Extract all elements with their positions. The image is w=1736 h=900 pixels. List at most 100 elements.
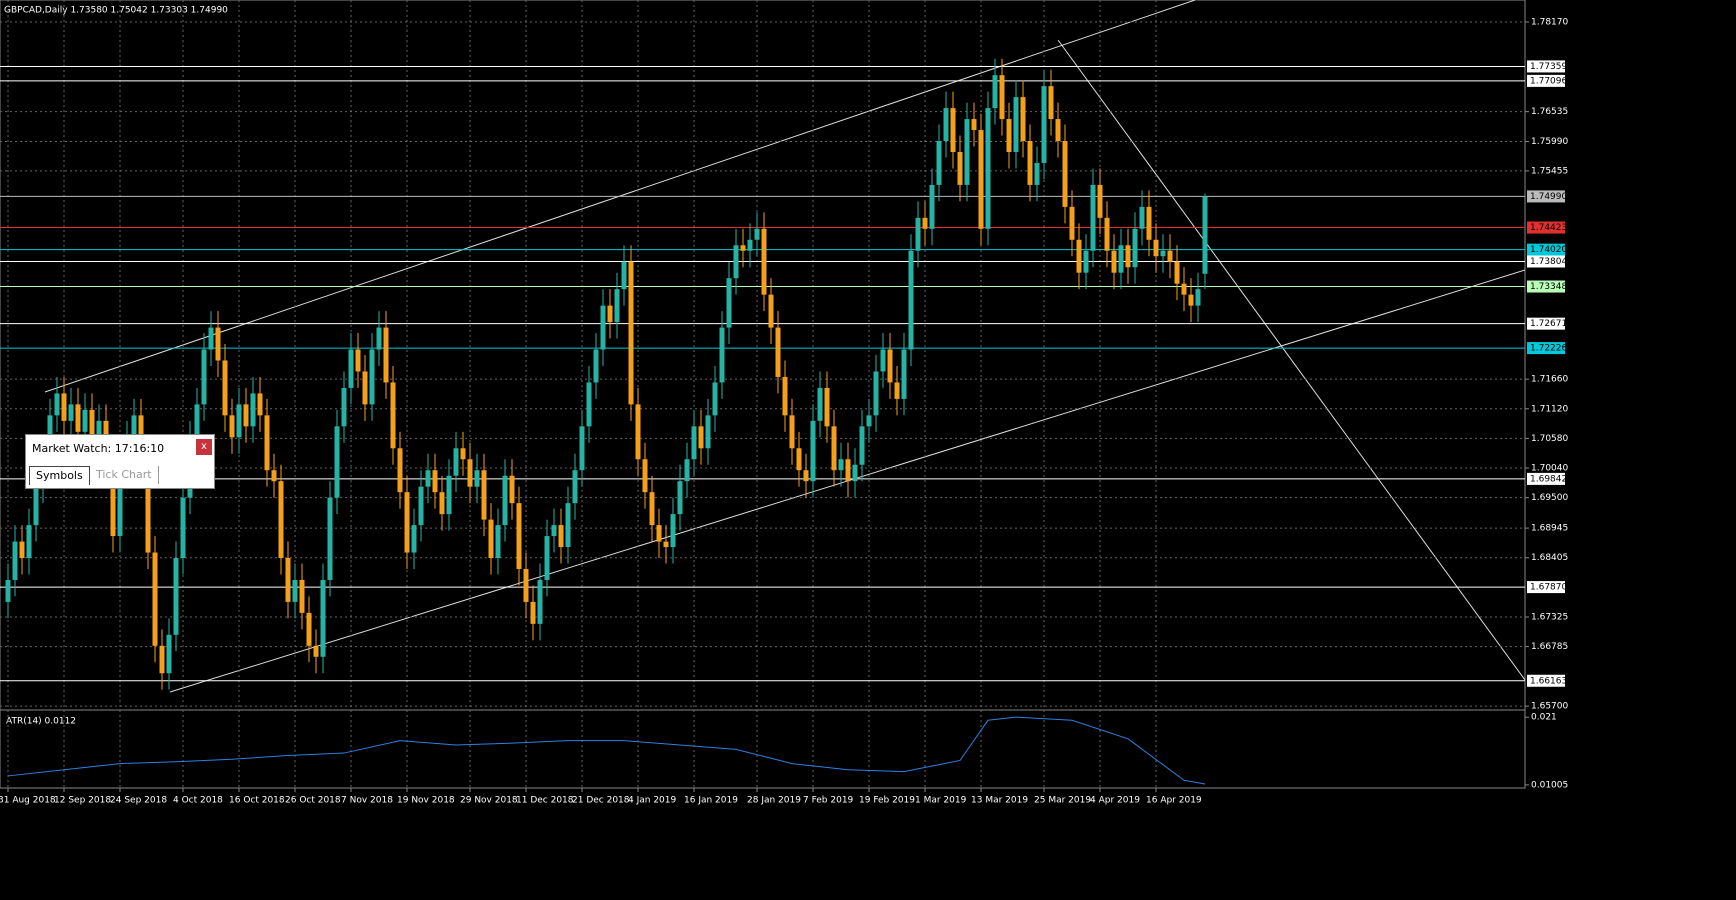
candle-body bbox=[292, 579, 298, 602]
candle-body bbox=[565, 503, 571, 548]
tab[interactable]: Tick Chart bbox=[90, 466, 159, 484]
x-tick-label: 31 Aug 2018 bbox=[0, 796, 56, 806]
candle-body bbox=[145, 470, 151, 553]
candle-body bbox=[341, 387, 347, 427]
candle-body bbox=[943, 108, 949, 142]
price-level-box bbox=[1527, 74, 1565, 87]
candle-body bbox=[628, 261, 634, 405]
candle-body bbox=[950, 108, 956, 152]
candle-body bbox=[369, 349, 375, 405]
price-level-label: 1.72671 bbox=[1530, 319, 1567, 329]
candle-body bbox=[215, 327, 221, 361]
candle-body bbox=[397, 448, 403, 493]
x-tick-label: 19 Nov 2018 bbox=[397, 796, 455, 806]
candle-body bbox=[1104, 217, 1110, 251]
candle-body bbox=[803, 470, 809, 482]
candle-body bbox=[152, 552, 158, 646]
candle-body bbox=[390, 382, 396, 449]
candle-body bbox=[845, 459, 851, 482]
x-tick-label: 21 Dec 2018 bbox=[572, 796, 630, 806]
x-tick-label: 19 Feb 2019 bbox=[859, 796, 915, 806]
candle-body bbox=[530, 601, 536, 624]
x-tick-label: 12 Sep 2018 bbox=[54, 796, 111, 806]
candle-body bbox=[684, 459, 690, 482]
candle-body bbox=[1013, 97, 1019, 152]
candle-body bbox=[642, 459, 648, 493]
market-watch-window[interactable]: Market Watch: 17:16:10 x Symbols Tick Ch… bbox=[25, 434, 215, 489]
candle-body bbox=[1083, 250, 1089, 273]
candle-body bbox=[271, 470, 277, 482]
candle-body bbox=[208, 327, 214, 350]
candle-body bbox=[887, 349, 893, 383]
y-tick-label: 1.65700 bbox=[1531, 702, 1568, 712]
candle-body bbox=[509, 475, 515, 504]
candle-body bbox=[334, 426, 340, 498]
x-tick-label: 28 Jan 2019 bbox=[747, 796, 801, 806]
candle-body bbox=[222, 360, 228, 416]
candle-body bbox=[264, 415, 270, 471]
candle-body bbox=[12, 541, 18, 580]
candle-body bbox=[544, 536, 550, 580]
price-level-box bbox=[1527, 581, 1565, 594]
candle-body bbox=[1153, 239, 1159, 257]
candle-body bbox=[957, 151, 963, 185]
price-level-label: 1.73348 bbox=[1530, 282, 1567, 292]
candle-body bbox=[278, 481, 284, 559]
candle-body bbox=[964, 119, 970, 185]
candle-body bbox=[747, 239, 753, 251]
candle-body bbox=[180, 497, 186, 559]
candle-body bbox=[1160, 250, 1166, 257]
candle-body bbox=[516, 503, 522, 569]
candle-body bbox=[19, 541, 25, 559]
candle-body bbox=[236, 404, 242, 438]
candle-body bbox=[474, 470, 480, 487]
candle-body bbox=[768, 294, 774, 328]
candle-body bbox=[299, 579, 305, 613]
y-tick-label: 0.021 bbox=[1531, 713, 1557, 723]
candle-body bbox=[705, 415, 711, 449]
candle-body bbox=[488, 519, 494, 559]
candle-body bbox=[551, 525, 557, 537]
y-tick-label: 1.71660 bbox=[1531, 375, 1568, 385]
x-tick-label: 24 Sep 2018 bbox=[110, 796, 167, 806]
x-tick-label: 26 Oct 2018 bbox=[285, 796, 341, 806]
candle-body bbox=[201, 349, 207, 405]
candle-body bbox=[306, 612, 312, 646]
candle-body bbox=[838, 459, 844, 471]
candle-body bbox=[404, 492, 410, 553]
price-level-box bbox=[1527, 472, 1565, 485]
candle-body bbox=[89, 409, 95, 443]
candle-body bbox=[586, 382, 592, 427]
price-level-box bbox=[1527, 221, 1565, 234]
price-level-box bbox=[1527, 674, 1565, 687]
candle-body bbox=[320, 579, 326, 657]
candle-body bbox=[5, 579, 11, 602]
candle-body bbox=[1111, 250, 1117, 273]
x-tick-label: 16 Apr 2019 bbox=[1146, 796, 1202, 806]
candle-body bbox=[985, 108, 991, 229]
candle-body bbox=[481, 470, 487, 520]
x-tick-label: 16 Jan 2019 bbox=[684, 796, 738, 806]
close-button[interactable]: x bbox=[196, 439, 212, 455]
price-level-label: 1.77359 bbox=[1530, 62, 1567, 72]
candle-body bbox=[894, 382, 900, 399]
candle-body bbox=[33, 486, 39, 526]
candle-body bbox=[418, 486, 424, 526]
candle-body bbox=[1146, 206, 1152, 240]
x-tick-label: 16 Oct 2018 bbox=[229, 796, 285, 806]
tab[interactable]: Symbols bbox=[29, 466, 90, 485]
candle-body bbox=[859, 426, 865, 465]
candle-body bbox=[971, 119, 977, 131]
candle-body bbox=[313, 645, 319, 657]
candle-body bbox=[1076, 239, 1082, 273]
candle-body bbox=[740, 245, 746, 251]
candle-body bbox=[1188, 294, 1194, 306]
candle-body bbox=[1139, 206, 1145, 229]
price-level-box bbox=[1527, 243, 1565, 256]
candle-body bbox=[250, 393, 256, 427]
x-tick-label: 11 Dec 2018 bbox=[516, 796, 574, 806]
candle-body bbox=[1090, 184, 1096, 251]
candle-body bbox=[782, 376, 788, 416]
x-tick-label: 4 Jan 2019 bbox=[628, 796, 676, 806]
